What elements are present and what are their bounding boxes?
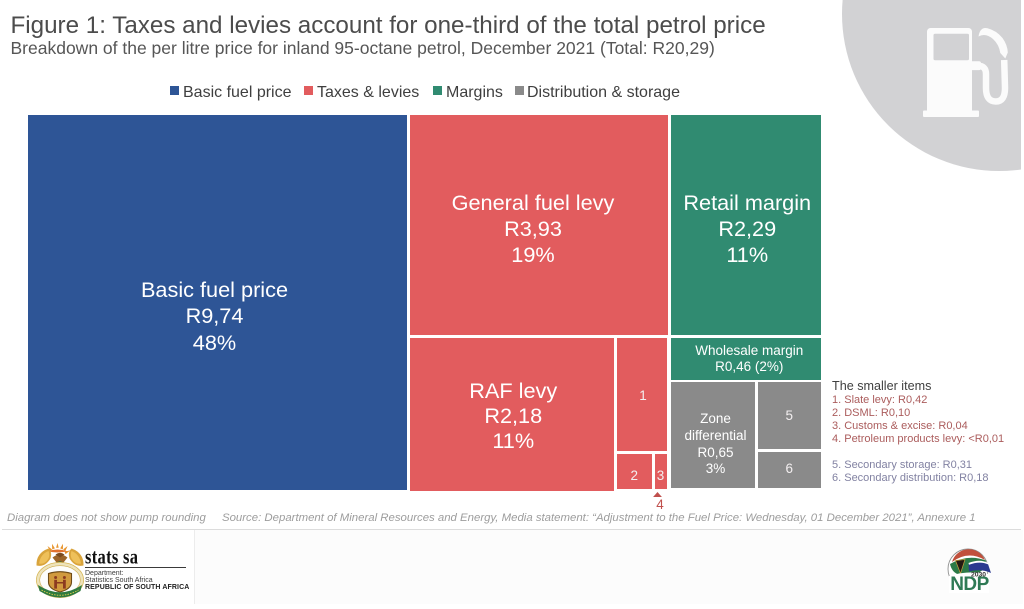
svg-text:NDP: NDP (950, 574, 989, 595)
svg-text:2030: 2030 (971, 572, 986, 579)
